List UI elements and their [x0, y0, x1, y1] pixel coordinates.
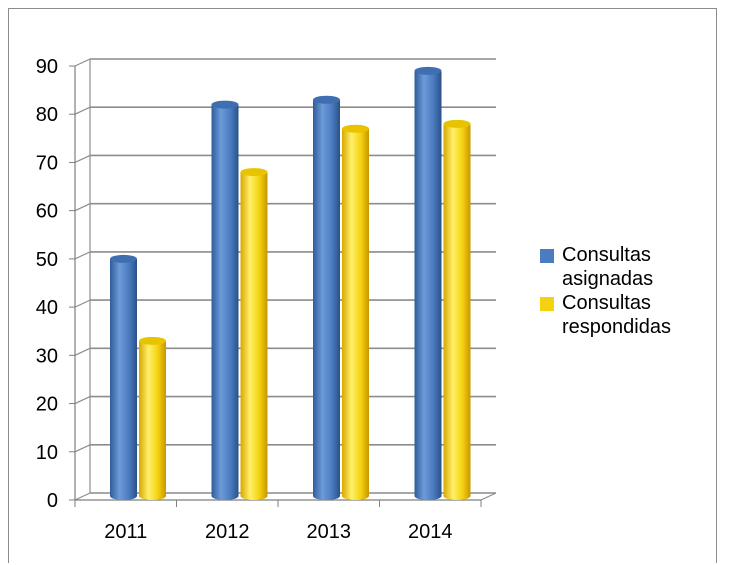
gridline-depth [74, 299, 91, 308]
bar-cap [211, 100, 239, 109]
axes [69, 59, 497, 507]
legend-item-series-1: Consultas asignadas [540, 243, 715, 291]
bar-respondidas [240, 168, 268, 501]
gridline-depth [74, 347, 91, 356]
gridline-depth [74, 203, 91, 212]
bar-cap [313, 95, 340, 104]
bar-body [139, 340, 166, 500]
bar-body [240, 172, 268, 501]
legend-swatch-series-1 [540, 249, 554, 263]
bar-body [211, 104, 239, 500]
gridline-depth [74, 396, 91, 405]
bar-cap [240, 168, 268, 177]
bar-cap [110, 254, 137, 263]
gridline-depth [74, 106, 91, 115]
y-tick-label: 10 [36, 442, 58, 464]
bar-respondidas [443, 119, 471, 500]
bar-asignadas [211, 100, 239, 500]
bar-respondidas [342, 124, 369, 500]
bar-cap [443, 119, 471, 128]
bar-cap [139, 336, 166, 345]
bar-asignadas [110, 254, 137, 500]
gridline-depth [74, 251, 91, 260]
floor-edge [480, 492, 497, 501]
bar-cap [414, 66, 442, 75]
x-tick-label: 2014 [408, 521, 453, 543]
gridline-depth [74, 492, 91, 501]
x-tick-label: 2013 [307, 521, 352, 543]
x-tick-label: 2011 [104, 521, 147, 543]
bar-body [414, 70, 442, 501]
legend-label-series-2: Consultas respondidas [562, 292, 671, 338]
y-tick-label: 40 [36, 297, 58, 319]
gridline-depth [74, 58, 91, 67]
y-tick-label: 20 [36, 394, 58, 416]
bar-asignadas [313, 95, 340, 500]
y-tick-label: 50 [36, 249, 58, 271]
y-tick-label: 90 [36, 56, 58, 78]
gridline-depth [74, 444, 91, 453]
bar-body [342, 128, 369, 500]
chart-frame [8, 8, 717, 563]
tick-labels: 0 10 20 30 40 50 60 70 80 90 2011 2012 2013 2014 [36, 56, 453, 543]
bars [110, 66, 471, 501]
x-tick-label: 2012 [205, 521, 250, 543]
bar-cap [342, 124, 369, 133]
bar-body [313, 99, 340, 500]
gridline-depth [74, 154, 91, 163]
legend-swatch-series-2 [540, 297, 554, 311]
legend-item-series-2: Consultas respondidas [540, 291, 715, 339]
bar-respondidas [139, 336, 166, 500]
y-tick-label: 70 [36, 152, 58, 174]
bar-body [110, 258, 137, 500]
legend: Consultas asignadas Consultas respondida… [540, 243, 715, 339]
y-tick-label: 60 [36, 201, 58, 223]
y-tick-label: 80 [36, 104, 58, 126]
bar-asignadas [414, 66, 442, 501]
y-tick-label: 0 [47, 490, 58, 512]
y-tick-label: 30 [36, 345, 58, 367]
bar-body [443, 123, 471, 500]
legend-label-series-1: Consultas asignadas [562, 244, 654, 290]
